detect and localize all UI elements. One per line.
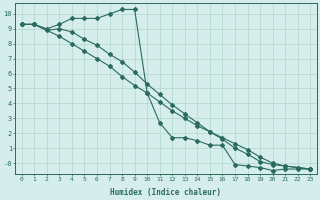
X-axis label: Humidex (Indice chaleur): Humidex (Indice chaleur) [110,188,221,197]
